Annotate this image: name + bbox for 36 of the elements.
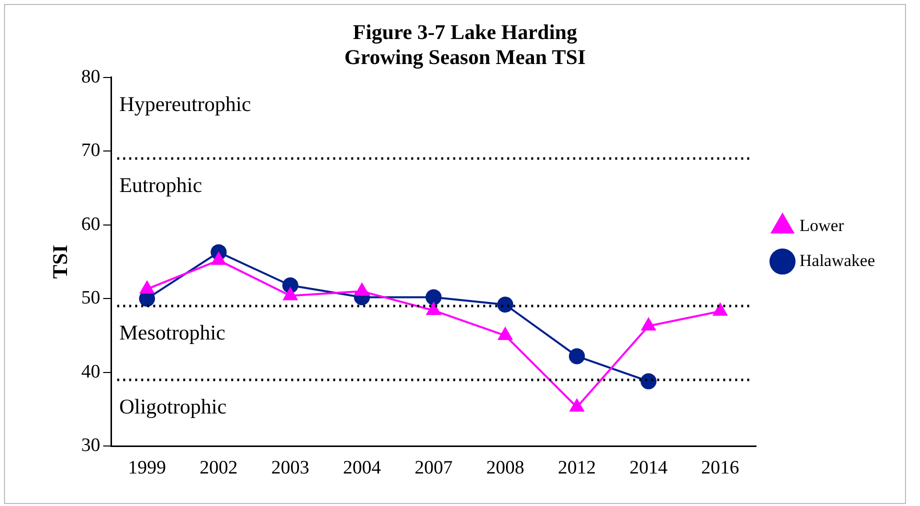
- point: [426, 289, 442, 306]
- annotation: Hypereutrophic: [119, 92, 251, 116]
- annotation: Eutrophic: [119, 173, 202, 198]
- y-tick-label: 30: [81, 435, 100, 456]
- x-tick-label: 2016: [701, 458, 740, 479]
- y-tick-label: 50: [81, 288, 100, 309]
- y-axis-title: TSI: [48, 244, 72, 279]
- point: [641, 318, 656, 330]
- point: [568, 348, 585, 364]
- x-tick-label: 2002: [200, 458, 238, 479]
- x-tick-label: 1999: [128, 458, 166, 479]
- point: [283, 288, 298, 300]
- y-tick-label: 60: [81, 214, 100, 235]
- x-tick-label: 2008: [486, 458, 524, 479]
- legend-label: Halawakee: [799, 250, 876, 270]
- point: [640, 373, 657, 390]
- x-tick-label: 2003: [271, 458, 310, 479]
- legend-label: Lower: [799, 216, 844, 235]
- x-tick-label: 2007: [414, 458, 453, 479]
- y-tick-label: 70: [81, 140, 100, 162]
- chart-title: Figure 3-7 Lake Harding Growing Season Mean TSI: [344, 20, 586, 70]
- x-tick-label: 2004: [342, 458, 382, 479]
- y-tick-label: 80: [81, 66, 100, 88]
- point: [140, 281, 154, 294]
- annotation: Oligotrophic: [119, 394, 227, 418]
- x-tick-label: 2014: [630, 458, 668, 479]
- y-tick-label: 40: [81, 361, 100, 382]
- point: [212, 252, 226, 265]
- point: [497, 296, 514, 313]
- point: [354, 283, 370, 296]
- x-tick-label: 2012: [558, 458, 596, 479]
- point: [713, 303, 728, 316]
- annotation: Mesotrophic: [119, 320, 226, 345]
- point: [426, 302, 441, 315]
- point: [498, 328, 512, 340]
- point: [570, 399, 584, 412]
